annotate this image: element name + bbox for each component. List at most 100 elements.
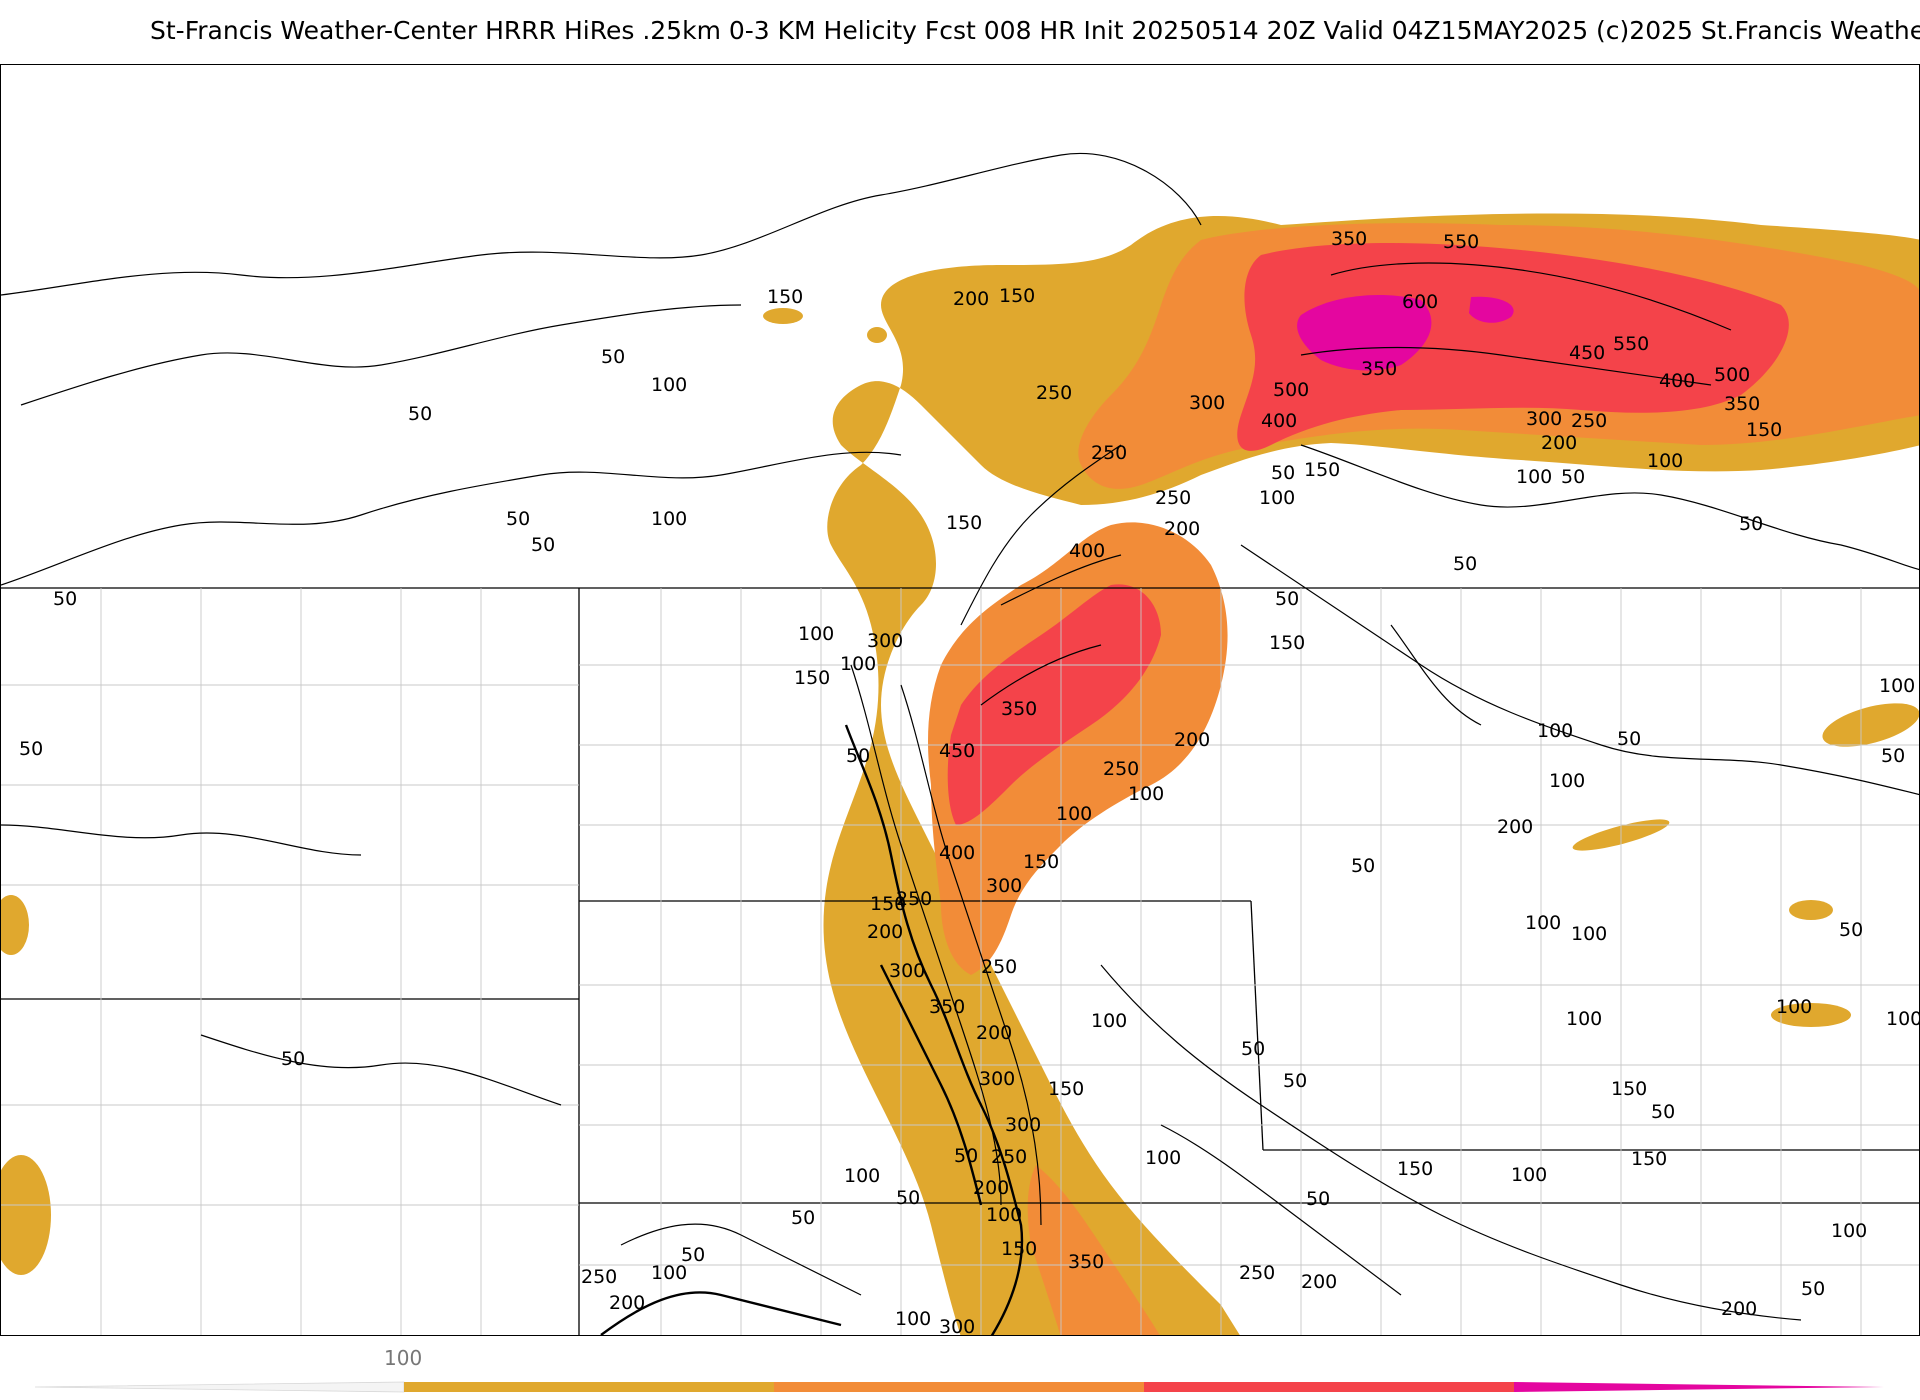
contour-label: 100 xyxy=(1647,450,1683,472)
shade-ne-500 xyxy=(1469,296,1514,323)
contour-label: 350 xyxy=(929,996,965,1018)
contour-label: 250 xyxy=(981,956,1017,978)
contour-label: 250 xyxy=(991,1146,1027,1168)
contour-label: 450 xyxy=(939,740,975,762)
contour-label: 50 xyxy=(531,534,555,556)
contour-label: 50 xyxy=(1561,466,1585,488)
contour-label: 250 xyxy=(1036,382,1072,404)
contour-label: 350 xyxy=(1001,698,1037,720)
contour-label: 450 xyxy=(1569,342,1605,364)
contour-label: 50 xyxy=(601,346,625,368)
contour-label: 50 xyxy=(506,508,530,530)
contour-label: 300 xyxy=(939,1316,975,1336)
contour-label: 100 xyxy=(1549,770,1585,792)
contour-label: 100 xyxy=(1128,783,1164,805)
contour-label: 250 xyxy=(896,888,932,910)
contour-label: 100 xyxy=(1516,466,1552,488)
contour-label: 100 xyxy=(1537,720,1573,742)
contour-label: 200 xyxy=(1497,816,1533,838)
shade-central-300 xyxy=(947,584,1161,825)
contour-label: 150 xyxy=(794,667,830,689)
shade-blob-3 xyxy=(1822,703,1919,747)
contour-label: 200 xyxy=(867,921,903,943)
contour-label: 400 xyxy=(1261,410,1297,432)
contour-label: 200 xyxy=(1174,729,1210,751)
colorbar: 100 xyxy=(0,1336,1920,1400)
contour-label: 300 xyxy=(986,875,1022,897)
contour-label: 50 xyxy=(1271,462,1295,484)
contour-label: 50 xyxy=(281,1048,305,1070)
contour-label: 50 xyxy=(954,1145,978,1167)
shade-ne-100 xyxy=(823,213,1919,1335)
contour-label: 550 xyxy=(1613,333,1649,355)
colorbar-left-arrow xyxy=(34,1381,405,1393)
contour-label: 100 xyxy=(1091,1010,1127,1032)
boundary-mn-line xyxy=(1250,900,1264,1151)
contour-label: 100 xyxy=(1886,1008,1920,1030)
shade-blob-1 xyxy=(763,308,803,324)
contour-label: 100 xyxy=(651,374,687,396)
contour-label: 50 xyxy=(1739,513,1763,535)
contour-label: 200 xyxy=(953,288,989,310)
contour-label: 250 xyxy=(1155,487,1191,509)
contour-label: 100 xyxy=(651,1262,687,1284)
contour-label: 150 xyxy=(1611,1078,1647,1100)
contour-labels: 350 550 600 150 200 150 50 100 50 250 30… xyxy=(19,228,1920,1336)
contour-label: 150 xyxy=(1023,851,1059,873)
contour-label: 300 xyxy=(979,1068,1015,1090)
contour-label: 50 xyxy=(1801,1278,1825,1300)
contour-label: 150 xyxy=(1048,1078,1084,1100)
contour-label: 100 xyxy=(840,653,876,675)
contour-label: 250 xyxy=(1571,410,1607,432)
contour-label: 50 xyxy=(53,588,77,610)
contour-label: 50 xyxy=(1351,855,1375,877)
colorbar-segment xyxy=(1144,1382,1514,1392)
contour-label: 50 xyxy=(1881,745,1905,767)
colorbar-segment xyxy=(404,1382,774,1392)
contour-label: 100 xyxy=(1566,1008,1602,1030)
colorbar-svg xyxy=(34,1381,1884,1393)
shade-ne-300 xyxy=(1237,243,1789,451)
contour-label: 250 xyxy=(1239,1262,1275,1284)
shade-blob-8 xyxy=(1,1155,51,1275)
contour-label: 100 xyxy=(1511,1164,1547,1186)
contour-label: 100 xyxy=(986,1204,1022,1226)
contour-label: 200 xyxy=(609,1292,645,1314)
contour-label: 350 xyxy=(1361,358,1397,380)
contour-label: 100 xyxy=(1525,912,1561,934)
contour-label: 50 xyxy=(1839,919,1863,941)
contour-label: 150 xyxy=(946,512,982,534)
shade-blob-2 xyxy=(867,327,887,343)
contour-label: 50 xyxy=(791,1207,815,1229)
contour-label: 150 xyxy=(1397,1158,1433,1180)
contour-label: 50 xyxy=(1275,588,1299,610)
contour-label: 350 xyxy=(1724,393,1760,415)
contour-label: 150 xyxy=(1631,1148,1667,1170)
contour-label: 100 xyxy=(844,1165,880,1187)
contour-label: 200 xyxy=(1721,1298,1757,1320)
contour-label: 250 xyxy=(1091,442,1127,464)
contour-label: 150 xyxy=(1746,419,1782,441)
contour-label: 150 xyxy=(870,893,906,915)
contour-label: 600 xyxy=(1402,291,1438,313)
shade-blob-5 xyxy=(1789,900,1833,920)
contour-label: 50 xyxy=(1617,728,1641,750)
contour-label: 50 xyxy=(1651,1101,1675,1123)
contour-label: 200 xyxy=(973,1177,1009,1199)
contour-label: 100 xyxy=(1879,675,1915,697)
contour-label: 100 xyxy=(1145,1147,1181,1169)
contour-label: 150 xyxy=(1304,459,1340,481)
contour-label: 100 xyxy=(651,508,687,530)
contour-label: 100 xyxy=(1776,996,1812,1018)
contour-label: 200 xyxy=(976,1022,1012,1044)
contour-label: 50 xyxy=(408,403,432,425)
contour-label: 150 xyxy=(999,285,1035,307)
contour-label: 200 xyxy=(1164,518,1200,540)
colorbar-tick-label: 100 xyxy=(384,1346,423,1370)
contour-label: 500 xyxy=(1714,364,1750,386)
contour-label: 300 xyxy=(1005,1114,1041,1136)
contour-label: 400 xyxy=(939,842,975,864)
colorbar-segment xyxy=(1514,1382,1884,1392)
state-boundaries xyxy=(1,587,1919,1335)
colorbar-segment xyxy=(774,1382,1144,1392)
